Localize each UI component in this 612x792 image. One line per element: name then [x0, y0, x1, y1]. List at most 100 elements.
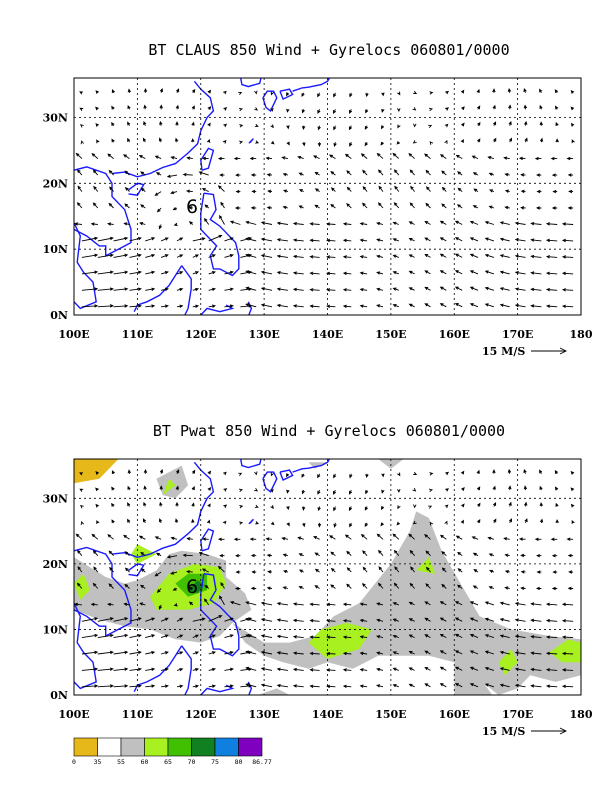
wind-vector [113, 304, 129, 308]
wind-vector [518, 537, 526, 541]
panel-bottom-frame [73, 458, 582, 696]
wind-vector [555, 519, 559, 523]
wind-vector [359, 287, 368, 292]
wind-vector [454, 683, 463, 688]
y-tick-label: 20N [43, 177, 68, 190]
wind-vector [281, 536, 288, 541]
wind-vector [129, 270, 142, 275]
wind-vector [378, 566, 384, 573]
wind-vector [554, 89, 559, 94]
wind-vector [377, 582, 384, 589]
wind-vector [254, 504, 259, 508]
wind-vector [567, 206, 574, 210]
wind-vector [80, 520, 84, 525]
wind-vector [143, 501, 147, 507]
wind-vector [394, 185, 400, 192]
wind-vector [301, 125, 306, 131]
wind-vector [309, 635, 320, 639]
wind-vector [127, 518, 131, 524]
y-tick-label: 10N [43, 243, 68, 256]
shade-gray-southeast [454, 655, 493, 695]
wind-vector [219, 595, 225, 606]
wind-vector [314, 204, 320, 209]
wind-vector [365, 109, 369, 114]
wind-vector [276, 270, 288, 275]
wind-vector [561, 602, 574, 607]
wind-vector [276, 634, 288, 639]
wind-vector [530, 618, 542, 623]
wind-vector [424, 270, 431, 275]
wind-vector [123, 222, 130, 226]
wind-vector [530, 271, 542, 275]
wind-vector [393, 169, 400, 176]
wind-vector [378, 185, 384, 192]
wind-vector [90, 602, 98, 607]
wind-vector [392, 602, 399, 606]
wind-vector [412, 520, 417, 525]
shade-lime-north-patch [162, 478, 176, 496]
wind-vector [223, 504, 228, 508]
wind-vector [499, 303, 510, 308]
wind-vector [499, 667, 510, 671]
wind-vector [570, 470, 575, 475]
wind-vector [455, 535, 463, 540]
coast-kyushu [262, 90, 278, 112]
wind-vector [176, 684, 184, 688]
wind-vector [80, 504, 84, 509]
wind-vector [123, 154, 130, 159]
wind-vector [397, 124, 401, 129]
wind-vector [185, 570, 193, 574]
wind-vector [96, 139, 100, 144]
wind-vector [555, 502, 559, 507]
colorbar-label: 70 [188, 758, 196, 766]
wind-vector [439, 253, 447, 258]
wind-vector [397, 108, 401, 112]
x-tick-label: 180 [570, 328, 593, 341]
wind-vector [97, 287, 114, 291]
wind-vector [75, 533, 83, 540]
wind-vector [309, 684, 320, 688]
wind-vector [360, 533, 368, 540]
wind-vector [424, 153, 431, 159]
wind-vector [270, 505, 274, 510]
wind-vector [80, 140, 84, 145]
wind-vector [124, 583, 130, 589]
wind-vector [113, 253, 129, 258]
wind-vector [139, 222, 146, 226]
x-tick-label: 120E [185, 328, 216, 341]
wind-vector [175, 501, 179, 507]
wind-vector [408, 254, 415, 258]
wind-vector [97, 633, 114, 639]
wind-vector [476, 88, 480, 93]
x-tick-label: 160E [439, 328, 470, 341]
wind-vector [530, 304, 542, 308]
wind-vector [207, 486, 212, 491]
wind-vector [108, 169, 114, 176]
wind-vector [276, 683, 288, 688]
wind-vector [207, 470, 212, 475]
wind-vector [359, 668, 368, 672]
wind-vector [364, 522, 368, 528]
wind-vector [484, 237, 495, 242]
wind-vector [145, 304, 156, 308]
wind-vector [492, 501, 497, 507]
wind-vector [362, 169, 368, 176]
wind-vector [376, 152, 384, 159]
wind-vector [217, 156, 225, 161]
wind-vector [424, 634, 431, 638]
wind-vector [188, 221, 194, 225]
wind-vector [208, 634, 216, 639]
wind-vector [158, 137, 163, 143]
wind-vector [469, 666, 479, 671]
wind-vector [394, 566, 400, 573]
wind-vector [460, 89, 465, 94]
wind-vector [477, 138, 481, 143]
wind-vector [396, 521, 401, 526]
wind-vector [524, 120, 528, 126]
wind-vector [111, 502, 115, 507]
wind-vector [484, 220, 495, 225]
wind-vector [333, 109, 337, 114]
wind-vector [476, 469, 480, 474]
colorbar-label: 35 [94, 758, 102, 766]
wind-vector [176, 287, 184, 292]
